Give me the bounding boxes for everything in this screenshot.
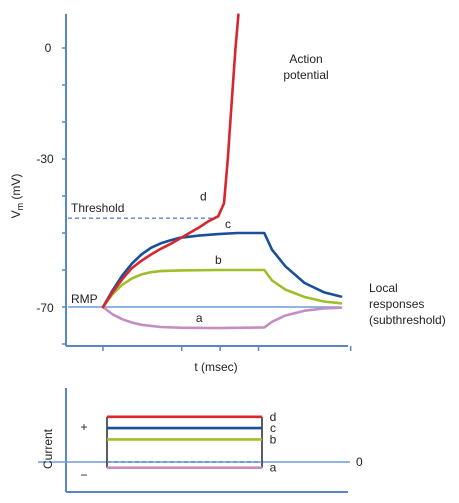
- trace-label-d: d: [200, 189, 207, 203]
- positive-sign-label: +: [80, 420, 87, 434]
- current-axis-label: Current: [41, 428, 55, 469]
- current-step-label-a: a: [270, 461, 277, 475]
- local-responses-label-line1: Local: [369, 281, 398, 295]
- y-tick-label-minus-30: -30: [36, 152, 54, 166]
- action-potential-label-line2: potential: [283, 68, 328, 82]
- trace-c: [101, 231, 343, 309]
- action-potential-label-line1: Action: [289, 52, 322, 66]
- current-steps: dcb a: [106, 410, 277, 475]
- trace-label-c: c: [225, 217, 231, 231]
- local-responses-label-line2: responses: [369, 297, 424, 311]
- current-step-label-c: c: [270, 421, 276, 435]
- membrane-potential-panel: 0 -30 -70 Vm (mV) t (msec) Threshold RMP…: [9, 13, 446, 374]
- y-tick-label-0: 0: [45, 41, 52, 55]
- trace-d: [101, 13, 240, 309]
- trace-b: [101, 268, 343, 309]
- current-step-label-b: b: [270, 432, 277, 446]
- voltage-traces: a b c d: [101, 13, 343, 330]
- zero-current-label: 0: [356, 455, 363, 469]
- y-axis-label: Vm (mV): [9, 174, 25, 219]
- rmp-label: RMP: [71, 292, 98, 306]
- local-responses-label-line3: (subthreshold): [369, 313, 446, 327]
- y-tick-label-minus-70: -70: [36, 301, 54, 315]
- trace-label-a: a: [196, 311, 203, 325]
- tick-marks: [62, 47, 352, 351]
- current-step-label-d: d: [270, 410, 277, 424]
- stimulus-current-panel: 0 Current + − dcb a: [38, 388, 363, 493]
- threshold-label: Threshold: [71, 201, 124, 215]
- trace-label-b: b: [215, 253, 222, 267]
- x-axis-label: t (msec): [194, 360, 237, 374]
- trace-a: [101, 305, 343, 330]
- negative-sign-label: −: [80, 468, 87, 482]
